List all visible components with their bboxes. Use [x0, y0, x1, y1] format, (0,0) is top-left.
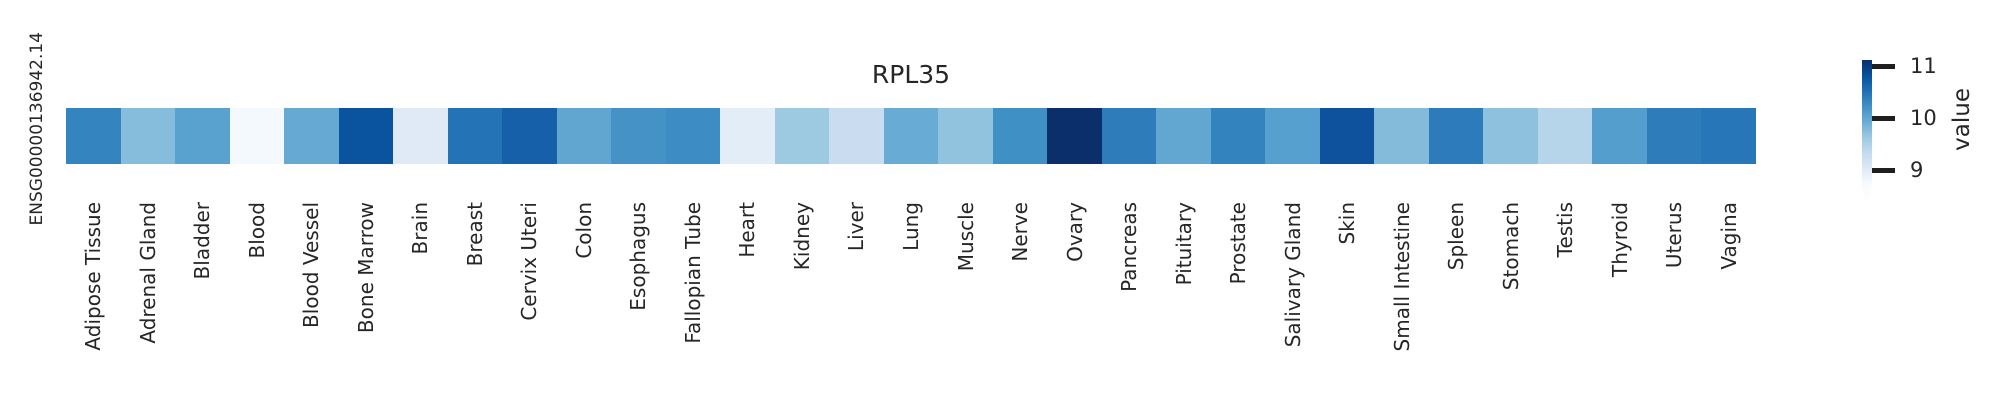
x-tick-label: Pancreas: [1117, 202, 1142, 292]
x-tick-label: Liver: [844, 202, 869, 252]
heatmap-cell: [556, 108, 612, 164]
x-tick-label: Blood: [244, 202, 269, 259]
x-tick-label: Muscle: [953, 202, 978, 272]
heatmap-cell: [175, 108, 230, 164]
heatmap-cell: [1646, 108, 1702, 164]
x-tick-label: Adipose Tissue: [81, 202, 106, 351]
x-tick-label: Esophagus: [626, 202, 651, 311]
x-tick-label: Colon: [571, 202, 596, 259]
heatmap-cell: [284, 108, 339, 164]
x-tick-label: Stomach: [1498, 202, 1523, 291]
x-tick-label: Small Intestine: [1389, 202, 1414, 352]
heatmap-cell: [66, 108, 121, 164]
colorbar-tick-10: [1872, 116, 1895, 121]
colorbar-tick-9: [1872, 168, 1895, 173]
x-tick-label: Breast: [462, 202, 487, 267]
heatmap-cell: [1428, 108, 1484, 164]
heatmap-cell: [120, 108, 176, 164]
heatmap-cell: [502, 108, 557, 164]
colorbar-title: value: [1949, 88, 1975, 151]
heatmap-cell: [447, 108, 503, 164]
heatmap-cell: [393, 108, 448, 164]
heatmap-cell: [883, 108, 939, 164]
x-tick-label: Skin: [1335, 202, 1360, 245]
x-tick-label: Fallopian Tube: [680, 202, 705, 344]
x-tick-label: Prostate: [1226, 202, 1251, 285]
x-tick-label: Vagina: [1716, 202, 1741, 270]
heatmap-row: [66, 108, 1756, 164]
x-tick-label: Kidney: [789, 202, 814, 271]
heatmap-cell: [1374, 108, 1429, 164]
x-tick-label: Heart: [735, 202, 760, 258]
colorbar-tick-label-11: 11: [1910, 54, 1937, 78]
x-tick-label: Nerve: [1008, 202, 1033, 262]
heatmap-cell: [1319, 108, 1375, 164]
x-tick-label: Bone Marrow: [353, 202, 378, 334]
heatmap-cell: [992, 108, 1048, 164]
heatmap-cell: [720, 108, 775, 164]
x-tick-label: Brain: [408, 202, 433, 255]
x-tick-label: Ovary: [1062, 202, 1087, 262]
colorbar-extend-min-taper: [1862, 185, 1872, 210]
x-tick-label: Adrenal Gland: [135, 202, 160, 344]
colorbar-tick-11: [1872, 64, 1895, 69]
heatmap-cell: [1483, 108, 1538, 164]
heatmap-cell: [829, 108, 884, 164]
heatmap-cell: [338, 108, 394, 164]
heatmap-cell: [229, 108, 285, 164]
heatmap-cell: [611, 108, 666, 164]
heatmap-cell: [1210, 108, 1266, 164]
heatmap-cell: [1592, 108, 1647, 164]
heatmap-cell: [1537, 108, 1593, 164]
heatmap-cell: [938, 108, 993, 164]
x-tick-label: Spleen: [1444, 202, 1469, 271]
x-tick-label: Bladder: [190, 202, 215, 280]
heatmap-cell: [1047, 108, 1102, 164]
heatmap-cell: [1101, 108, 1157, 164]
colorbar-gradient: [1862, 60, 1872, 185]
heatmap-cell: [774, 108, 830, 164]
heatmap-cell: [1265, 108, 1320, 164]
chart-title: RPL35: [871, 60, 951, 89]
x-tick-label: Pituitary: [1171, 202, 1196, 286]
x-tick-label: Thyroid: [1607, 202, 1632, 277]
y-axis-row-label: ENSG00000136942.14: [27, 32, 47, 226]
x-tick-label: Blood Vessel: [299, 202, 324, 328]
heatmap-cell: [665, 108, 721, 164]
heatmap-cell: [1701, 108, 1756, 164]
x-tick-label: Uterus: [1662, 202, 1687, 269]
colorbar-tick-label-9: 9: [1910, 158, 1924, 182]
x-tick-label: Lung: [899, 202, 923, 251]
x-tick-label: Testis: [1553, 202, 1578, 258]
x-tick-label: Salivary Gland: [1280, 202, 1305, 348]
x-tick-label: Cervix Uteri: [517, 202, 542, 321]
heatmap-cell: [1156, 108, 1211, 164]
colorbar-tick-label-10: 10: [1910, 106, 1937, 130]
